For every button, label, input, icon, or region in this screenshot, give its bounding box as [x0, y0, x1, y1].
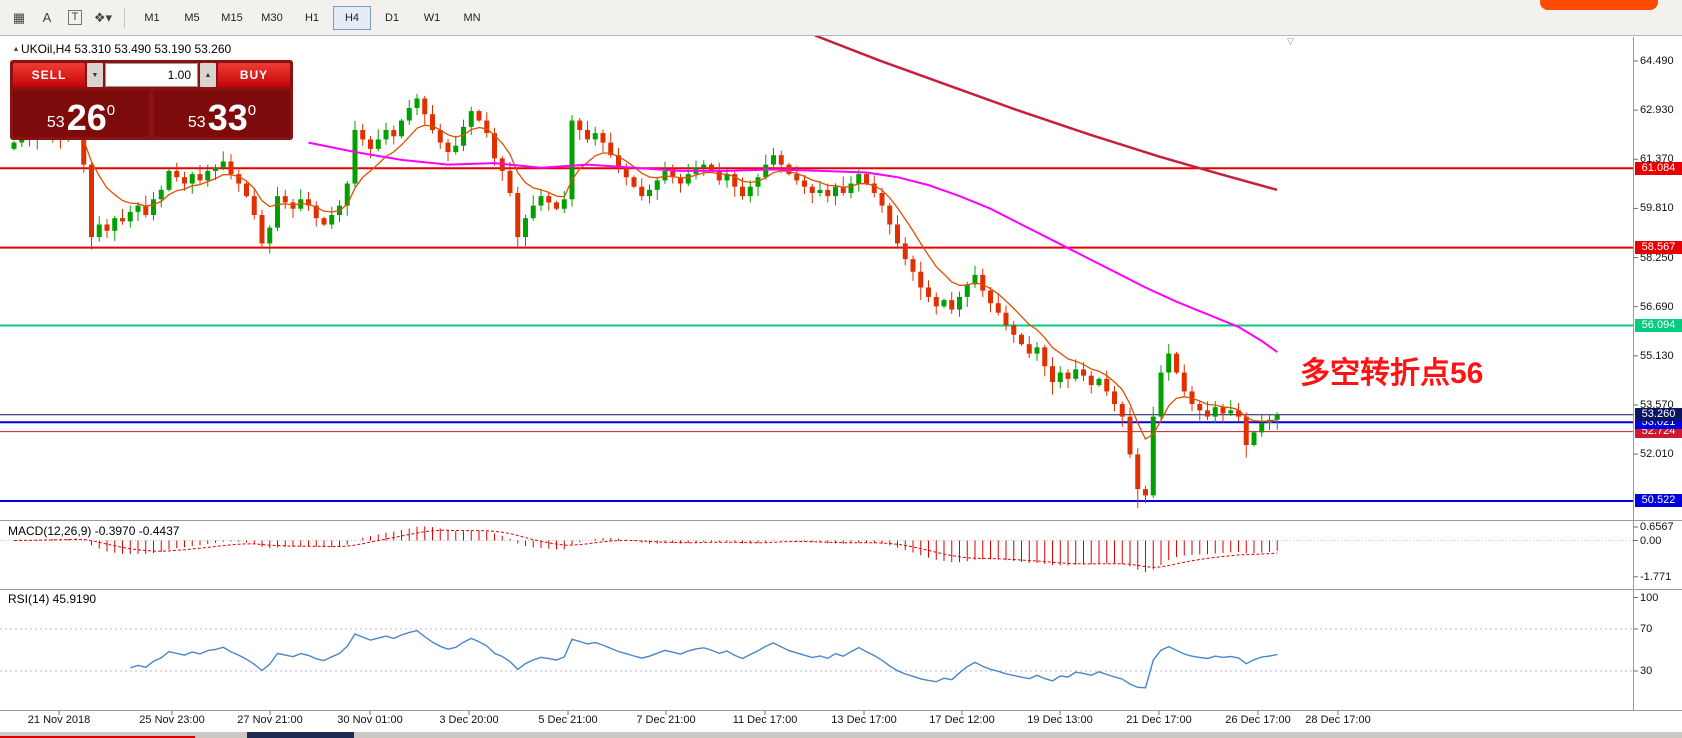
- timeframe-button-H1[interactable]: H1: [304, 11, 320, 24]
- timeframe-button-H4[interactable]: H4: [333, 5, 371, 30]
- timeframe-group: M1 M5 M15 M30 H1 H4 D1 W1 MN: [133, 5, 491, 30]
- shapes-tool-icon[interactable]: ❖▾: [93, 9, 113, 25]
- buy-price-small: 53: [187, 114, 206, 131]
- bottom-strip: [0, 732, 1682, 738]
- volume-decrease-button[interactable]: ▼: [87, 63, 103, 87]
- timeframe-button-D1[interactable]: D1: [384, 11, 400, 24]
- bottom-red-line: [0, 736, 195, 738]
- sell-price-display[interactable]: 53 26 0: [13, 90, 149, 137]
- top-toolbar: ▦ A T ❖▾ M1 M5 M15 M30 H1 H4 D1 W1 MN: [0, 0, 1682, 36]
- volume-input[interactable]: [105, 63, 198, 87]
- text-box-tool-icon[interactable]: T: [62, 6, 88, 30]
- timeframe-button-MN[interactable]: MN: [463, 11, 481, 24]
- notification-banner: [1540, 0, 1658, 10]
- timeframe-button-M15[interactable]: M15: [221, 11, 243, 24]
- taskbar-tab[interactable]: [247, 732, 354, 738]
- drawing-tools-group: ▦ A T ❖▾: [6, 6, 116, 30]
- timeframe-button-M30[interactable]: M30: [261, 11, 283, 24]
- volume-increase-button[interactable]: ▲: [200, 63, 216, 87]
- timeframe-button-W1[interactable]: W1: [423, 11, 441, 24]
- buy-price-big: 33: [207, 97, 248, 139]
- one-click-trade-panel: SELL ▼ ▲ BUY 53 26 0 53 33 0: [10, 60, 293, 140]
- sell-price-big: 26: [66, 97, 107, 139]
- buy-price-display[interactable]: 53 33 0: [154, 90, 290, 137]
- timeframe-button-M5[interactable]: M5: [184, 11, 200, 24]
- toolbar-separator: [124, 7, 125, 28]
- buy-button[interactable]: BUY: [218, 63, 290, 87]
- timeframe-button-M1[interactable]: M1: [144, 11, 160, 24]
- buy-price-sup: 0: [247, 102, 257, 119]
- sell-price-sup: 0: [106, 102, 116, 119]
- text-label-tool-icon[interactable]: A: [42, 10, 52, 25]
- sell-button[interactable]: SELL: [13, 63, 85, 87]
- grid-tool-icon[interactable]: ▦: [12, 9, 26, 25]
- sell-price-small: 53: [46, 114, 65, 131]
- chart-annotation[interactable]: 多空转折点56: [1300, 357, 1484, 390]
